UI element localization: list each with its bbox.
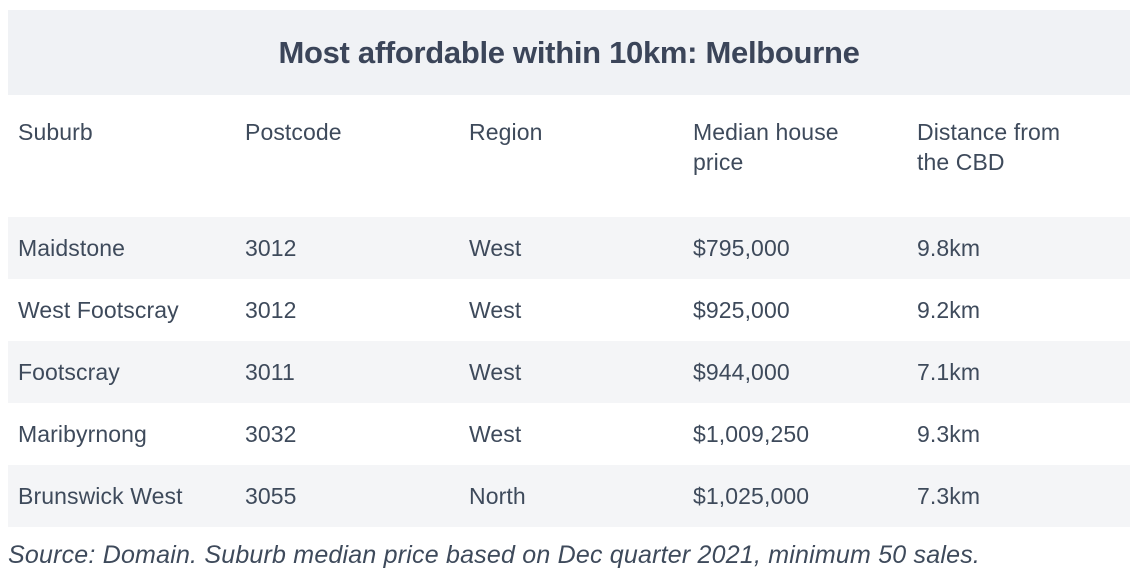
- table-row: West Footscray 3012 West $925,000 9.2km: [8, 279, 1130, 341]
- column-header-region: Region: [459, 95, 683, 217]
- column-header-label: Suburb: [18, 119, 93, 145]
- median-price-cell: $925,000: [693, 296, 790, 323]
- table-body: Maidstone 3012 West $795,000 9.8km West …: [8, 217, 1130, 527]
- postcode-cell: 3012: [245, 234, 297, 261]
- source-note: Source: Domain. Suburb median price base…: [8, 541, 981, 569]
- median-price-cell: $1,009,250: [693, 420, 810, 447]
- table-row: Maribyrnong 3032 West $1,009,250 9.3km: [8, 403, 1130, 465]
- suburb-cell: Footscray: [18, 358, 120, 385]
- median-price-cell: $944,000: [693, 358, 790, 385]
- region-cell: North: [469, 482, 526, 509]
- column-header-distance: Distance from the CBD: [907, 95, 1130, 217]
- title-band: Most affordable within 10km: Melbourne: [8, 10, 1130, 95]
- postcode-cell: 3011: [245, 358, 295, 385]
- column-header-label: Region: [469, 119, 543, 145]
- table-row: Brunswick West 3055 North $1,025,000 7.3…: [8, 465, 1130, 527]
- header-row: Suburb Postcode Region Median house pric…: [8, 95, 1130, 217]
- postcode-cell: 3055: [245, 482, 297, 509]
- table-header: Suburb Postcode Region Median house pric…: [8, 95, 1130, 217]
- table-row: Maidstone 3012 West $795,000 9.8km: [8, 217, 1130, 279]
- suburb-cell: Maidstone: [18, 234, 126, 261]
- column-header-label: Postcode: [245, 119, 342, 145]
- median-price-cell: $795,000: [693, 234, 790, 261]
- column-header-postcode: Postcode: [235, 95, 459, 217]
- suburb-cell: Maribyrnong: [18, 420, 147, 447]
- column-header-suburb: Suburb: [8, 95, 235, 217]
- distance-cell: 7.3km: [917, 482, 981, 509]
- suburb-cell: Brunswick West: [18, 482, 183, 509]
- chart-title: Most affordable within 10km: Melbourne: [278, 34, 860, 70]
- region-cell: West: [469, 234, 522, 261]
- table-graphic: Most affordable within 10km: Melbourne S…: [8, 10, 1130, 527]
- distance-cell: 9.3km: [917, 420, 981, 447]
- region-cell: West: [469, 296, 522, 323]
- column-header-label: Distance from the CBD: [917, 119, 1061, 175]
- column-header-label: Median house price: [693, 119, 839, 175]
- median-price-cell: $1,025,000: [693, 482, 810, 509]
- region-cell: West: [469, 358, 522, 385]
- distance-cell: 7.1km: [917, 358, 981, 385]
- table-row: Footscray 3011 West $944,000 7.1km: [8, 341, 1130, 403]
- distance-cell: 9.8km: [917, 234, 981, 261]
- postcode-cell: 3012: [245, 296, 297, 323]
- affordability-table: Suburb Postcode Region Median house pric…: [8, 95, 1130, 527]
- distance-cell: 9.2km: [917, 296, 981, 323]
- column-header-median-price: Median house price: [683, 95, 907, 217]
- region-cell: West: [469, 420, 522, 447]
- suburb-cell: West Footscray: [18, 296, 179, 323]
- postcode-cell: 3032: [245, 420, 297, 447]
